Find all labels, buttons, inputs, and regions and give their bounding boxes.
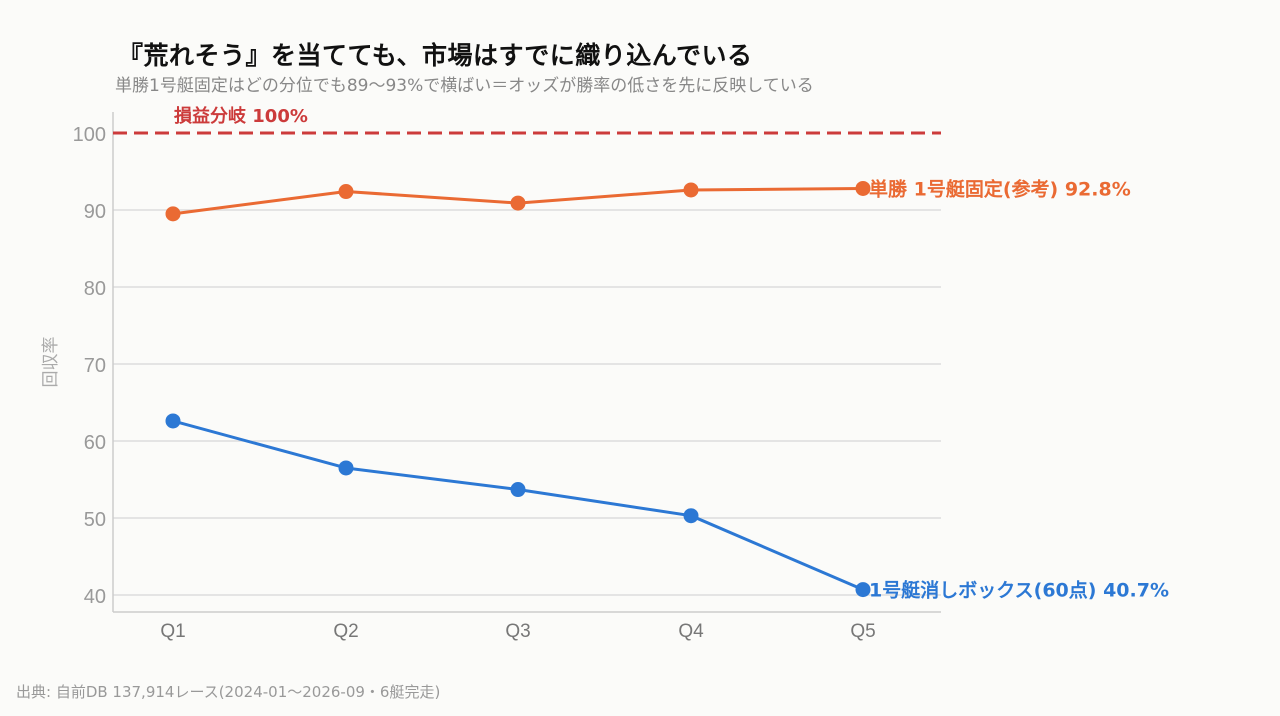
series-end-label: 単勝 1号艇固定(参考) 92.8% (869, 177, 1131, 200)
x-tick-label: Q3 (505, 621, 530, 642)
data-point (338, 184, 354, 200)
x-tick-label: Q5 (850, 621, 875, 642)
data-point (165, 206, 181, 222)
data-point (510, 195, 526, 211)
y-tick-label: 80 (84, 278, 106, 300)
x-tick-label: Q1 (160, 621, 185, 642)
data-point (338, 460, 354, 476)
reference-line-label: 損益分岐 100% (174, 105, 308, 127)
y-tick-label: 50 (84, 509, 106, 531)
y-tick-label: 100 (73, 124, 106, 146)
data-point (165, 413, 181, 429)
x-tick-label: Q2 (333, 621, 358, 642)
data-point (855, 180, 871, 196)
y-axis-label: 回収率 (41, 337, 61, 388)
grid-layer (113, 209, 941, 596)
source-note: 出典: 自前DB 137,914レース(2024-01〜2026-09・6艇完走… (16, 683, 441, 701)
y-tick-label: 70 (84, 355, 106, 377)
series-line-1 (172, 419, 864, 591)
series-end-label: 1号艇消しボックス(60点) 40.7% (869, 579, 1169, 602)
y-tick-label: 40 (84, 586, 106, 608)
data-point (683, 508, 699, 524)
y-tick-label: 90 (84, 201, 106, 223)
data-point (510, 482, 526, 498)
x-tick-label: Q4 (678, 621, 704, 642)
y-tick-label: 60 (84, 432, 106, 454)
data-point (683, 182, 699, 198)
chart-title: 『荒れそう』を当てても、市場はすでに織り込んでいる (118, 41, 753, 70)
series-layer: 単勝 1号艇固定(参考) 92.8% 1号艇消しボックス(60点) 40.7% (165, 177, 1169, 602)
data-point (855, 582, 871, 598)
reference-layer: 損益分岐 100% (113, 105, 941, 135)
axis-layer: 40 50 60 70 80 90 100 Q1 Q2 Q3 Q4 Q5 回収率 (41, 112, 941, 642)
chart-subtitle: 単勝1号艇固定はどの分位でも89〜93%で横ばい＝オッズが勝率の低さを先に反映し… (115, 76, 814, 96)
